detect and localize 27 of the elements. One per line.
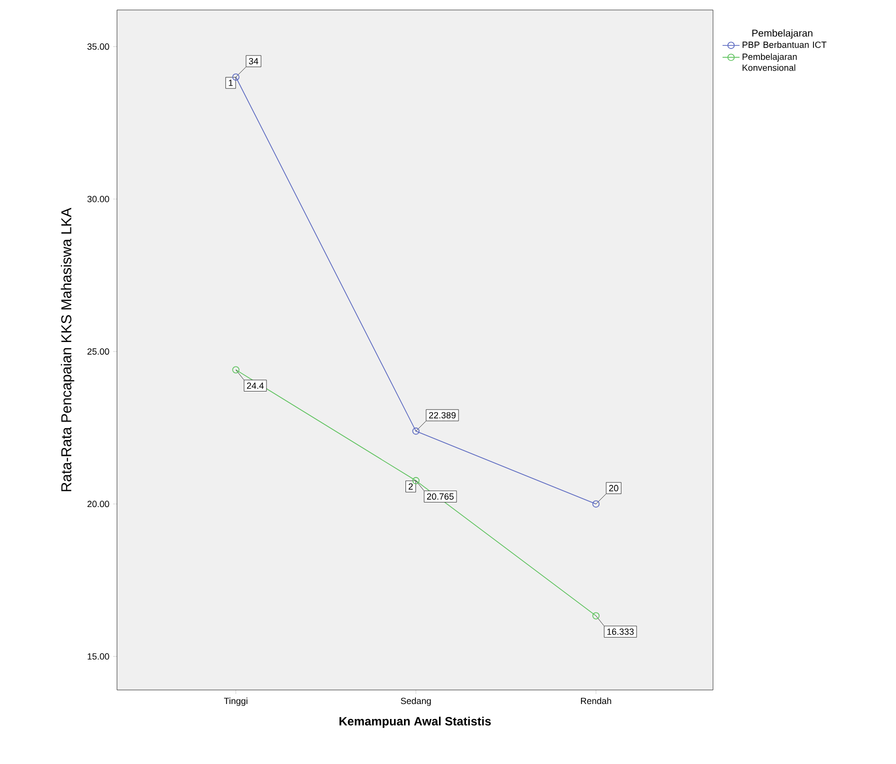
- y-tick-label: 35.00: [87, 43, 110, 50]
- point: [412, 428, 420, 435]
- legend-label: Pembelajaran Konvensional: [742, 53, 797, 71]
- y-tick-label: 30.00: [87, 196, 110, 202]
- data-label: 34: [248, 58, 258, 64]
- legend-title: Pembelajaran: [752, 29, 812, 39]
- y-tick-label: 25.00: [88, 348, 110, 355]
- data-label: 16.333: [607, 628, 634, 635]
- x-tick-label: Tinggi: [224, 698, 248, 706]
- legend-label: PBP Berbantuan ICT: [742, 41, 826, 48]
- data-label: 22.389: [429, 412, 456, 418]
- data-label: 20.765: [427, 493, 454, 500]
- point: [592, 500, 600, 508]
- y-tick-label: 20.00: [88, 500, 110, 508]
- x-tick-label: Sedang: [400, 698, 431, 706]
- x-tick-label: Rendah: [581, 698, 612, 704]
- point: [232, 366, 240, 374]
- annotation: 2: [408, 483, 413, 490]
- data-label: 24.4: [247, 382, 264, 389]
- y-tick-label: 15.00: [88, 653, 110, 660]
- x-axis-title: Kemampuan Awal Statistis: [340, 716, 491, 728]
- point: [412, 477, 420, 484]
- annotation: 1: [228, 80, 233, 86]
- data-label: 20: [609, 484, 618, 492]
- point: [592, 612, 600, 620]
- y-axis-title: Rata-Rata Pencapaian KKS Mahasiswa LKA: [60, 208, 74, 492]
- point: [232, 73, 240, 81]
